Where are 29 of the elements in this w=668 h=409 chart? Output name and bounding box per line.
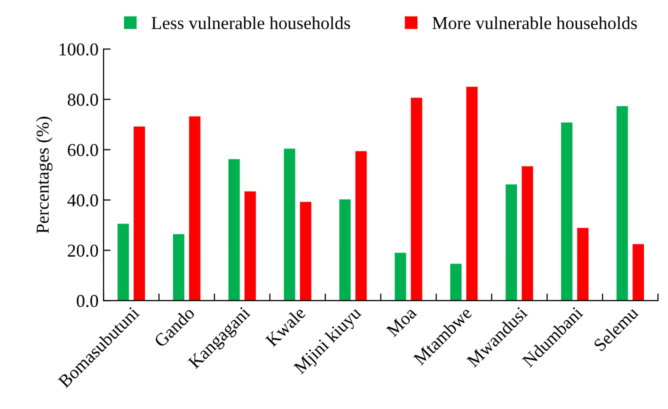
bar: [172, 233, 186, 301]
legend-label: More vulnerable households: [432, 16, 637, 30]
y-tick-label: 100.0: [60, 43, 98, 56]
bar: [299, 201, 312, 301]
bar: [188, 116, 202, 301]
bar: [410, 96, 424, 301]
bar: [576, 227, 590, 301]
bar: [449, 262, 462, 301]
bar: [632, 243, 645, 301]
bar: [394, 252, 407, 301]
bar: [338, 198, 352, 301]
bar: [354, 150, 368, 301]
y-tick-label: 0.0: [76, 294, 98, 308]
bar: [616, 105, 629, 301]
legend-label: Less vulnerable households: [152, 16, 350, 30]
bar: [520, 165, 534, 301]
y-tick-label: 60.0: [68, 144, 98, 156]
bar: [560, 122, 574, 301]
y-tick-label: 20.0: [68, 244, 98, 257]
bar: [465, 86, 478, 301]
y-tick-label: 80.0: [68, 94, 98, 106]
y-axis-title: Percentages (%): [36, 116, 52, 234]
bar: [132, 126, 146, 301]
bar: [244, 190, 257, 301]
bar: [504, 183, 518, 301]
y-tick-label: 40.0: [67, 194, 98, 207]
bar: [228, 158, 241, 301]
bar: [283, 148, 296, 301]
bar: [116, 222, 130, 301]
